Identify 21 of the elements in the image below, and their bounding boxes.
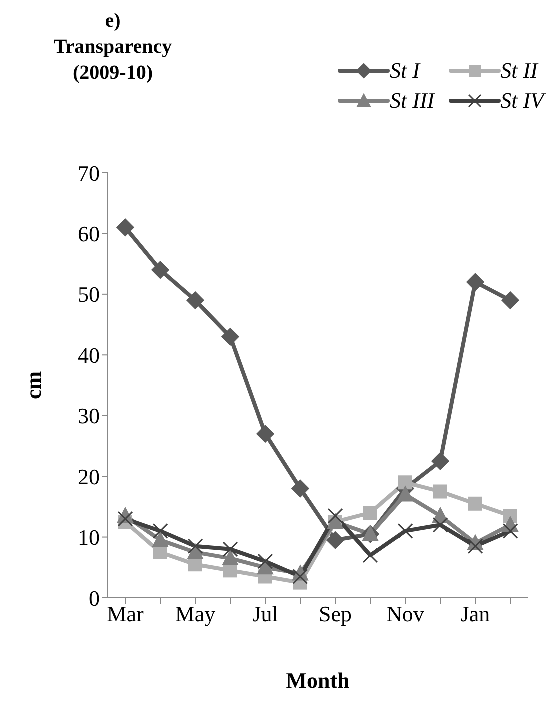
y-tick-label: 40 bbox=[78, 342, 100, 368]
y-tick-label: 10 bbox=[78, 525, 100, 550]
x-tick-label: Mar bbox=[107, 602, 144, 627]
legend-label: St I bbox=[390, 58, 420, 84]
chart-title: e) Transparency (2009-10) bbox=[52, 9, 174, 86]
x-tick-label: May bbox=[175, 602, 216, 627]
x-tick-label: Jan bbox=[460, 602, 490, 627]
x-tick-label: Nov bbox=[386, 602, 424, 627]
x-tick-label: Jul bbox=[252, 602, 278, 627]
y-tick-label: 20 bbox=[78, 464, 100, 490]
x-axis-title: Month bbox=[286, 668, 350, 693]
y-axis-title: cm bbox=[20, 371, 46, 400]
y-tick-label: 60 bbox=[78, 222, 100, 247]
y-tick-label: 0 bbox=[89, 586, 100, 611]
y-tick-label: 70 bbox=[78, 160, 100, 186]
legend-label: St III bbox=[390, 88, 435, 114]
y-tick-label: 50 bbox=[78, 282, 100, 308]
x-tick-label: Sep bbox=[319, 602, 352, 627]
legend-label: St IV bbox=[500, 88, 544, 114]
y-tick-label: 30 bbox=[78, 404, 100, 429]
legend-label: St II bbox=[500, 58, 538, 84]
